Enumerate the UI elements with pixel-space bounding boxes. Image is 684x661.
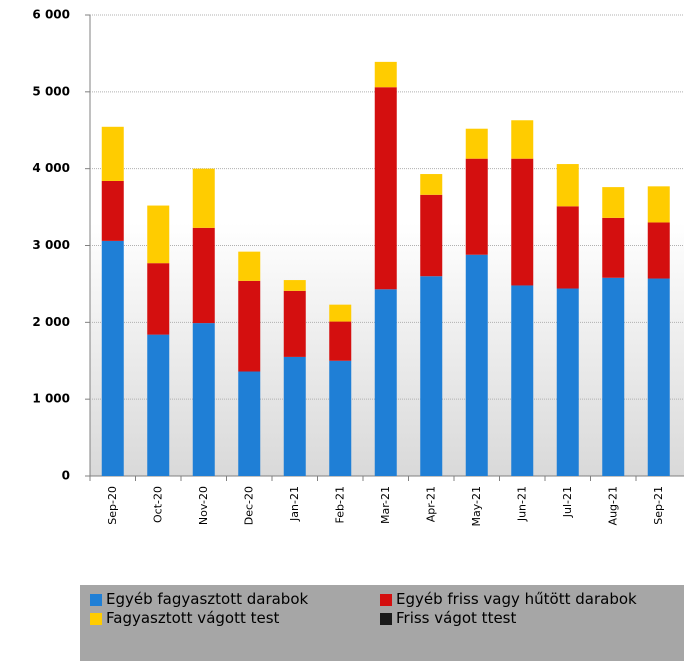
bar-segment [556, 288, 579, 476]
legend-item: Fagyasztott vágott test [90, 610, 380, 627]
bar-segment [329, 360, 352, 476]
y-tick-label: 3 000 [32, 238, 70, 252]
bar-segment [465, 158, 488, 255]
y-tick-label: 0 [62, 469, 70, 483]
legend-item: Friss vágot ttest [380, 610, 670, 627]
legend-swatch [380, 594, 392, 606]
bar-segment [329, 304, 352, 322]
bar-segment [420, 194, 443, 277]
x-tick-label: May-21 [470, 486, 483, 527]
legend-item: Egyéb fagyasztott darabok [90, 591, 380, 608]
bar-segment [283, 290, 306, 357]
chart: 0 1 000 2 000 3 000 4 000 5 000 6 000 Sep-20 Oct… [32, 8, 684, 527]
bar-segment [283, 356, 306, 476]
legend-swatch [90, 594, 102, 606]
bar-segment [192, 227, 215, 324]
bar-segment [420, 276, 443, 476]
y-tick-label: 6 000 [32, 8, 70, 22]
bar-segment [556, 206, 579, 289]
x-tick-label: Sep-20 [106, 486, 119, 525]
bar-segment [374, 87, 397, 290]
bar-segment [192, 168, 215, 228]
legend: Egyéb fagyasztott darabok Egyéb friss vag… [80, 585, 684, 661]
y-tick-label: 4 000 [32, 161, 70, 175]
legend-label: Fagyasztott vágott test [106, 609, 280, 627]
bar-segment [101, 240, 124, 476]
legend-swatch [90, 613, 102, 625]
x-tick-label: Nov-20 [197, 486, 210, 525]
x-tick-label: Mar-21 [379, 486, 392, 524]
bar-segment [238, 280, 261, 372]
bar-segment [465, 128, 488, 159]
bar-segment [374, 61, 397, 88]
bar-segment [465, 254, 488, 476]
legend-label: Egyéb fagyasztott darabok [106, 590, 309, 608]
x-tick-label: Feb-21 [333, 486, 346, 523]
legend-label: Egyéb friss vagy hűtött darabok [396, 590, 637, 608]
x-tick-label: Jan-21 [288, 486, 301, 522]
x-tick-label: Dec-20 [242, 486, 255, 525]
bar-segment [147, 205, 170, 264]
bar-segment [647, 186, 670, 223]
bar-segment [329, 321, 352, 361]
x-tick-label: Jun-21 [515, 486, 528, 522]
bar-segment [147, 263, 170, 335]
x-tick-label: Sep-21 [652, 486, 665, 525]
bar-segment [511, 158, 534, 286]
bar-segment [283, 280, 306, 291]
bar-segment [192, 323, 215, 476]
bar-segment [374, 289, 397, 476]
bar-segment [101, 126, 124, 181]
bar-segment [602, 277, 625, 476]
y-tick-label: 5 000 [32, 84, 70, 98]
bar-segment [511, 285, 534, 476]
y-tick-label: 1 000 [32, 392, 70, 406]
bar-segment [511, 120, 534, 159]
y-tick-label: 2 000 [32, 315, 70, 329]
bar-segment [647, 278, 670, 476]
bar-segment [147, 334, 170, 476]
bar-segment [602, 217, 625, 278]
x-tick-label: Apr-21 [424, 486, 437, 522]
x-tick-label: Oct-20 [151, 486, 164, 523]
bar-segment [420, 174, 443, 195]
bar-segment [238, 371, 261, 476]
bar-segment [101, 180, 124, 241]
legend-label: Friss vágot ttest [396, 609, 517, 627]
bar-segment [647, 222, 670, 279]
bar-segment [602, 187, 625, 218]
bar-segment [556, 164, 579, 207]
legend-swatch [380, 613, 392, 625]
legend-item: Egyéb friss vagy hűtött darabok [380, 591, 670, 608]
x-tick-label: Jul-21 [561, 486, 574, 518]
x-tick-label: Aug-21 [606, 486, 619, 525]
bar-segment [238, 251, 261, 281]
